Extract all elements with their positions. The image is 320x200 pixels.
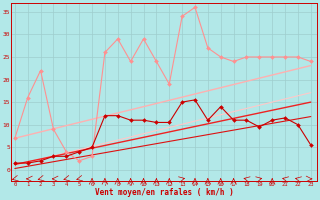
X-axis label: Vent moyen/en rafales ( km/h ): Vent moyen/en rafales ( km/h ) [95,188,234,197]
